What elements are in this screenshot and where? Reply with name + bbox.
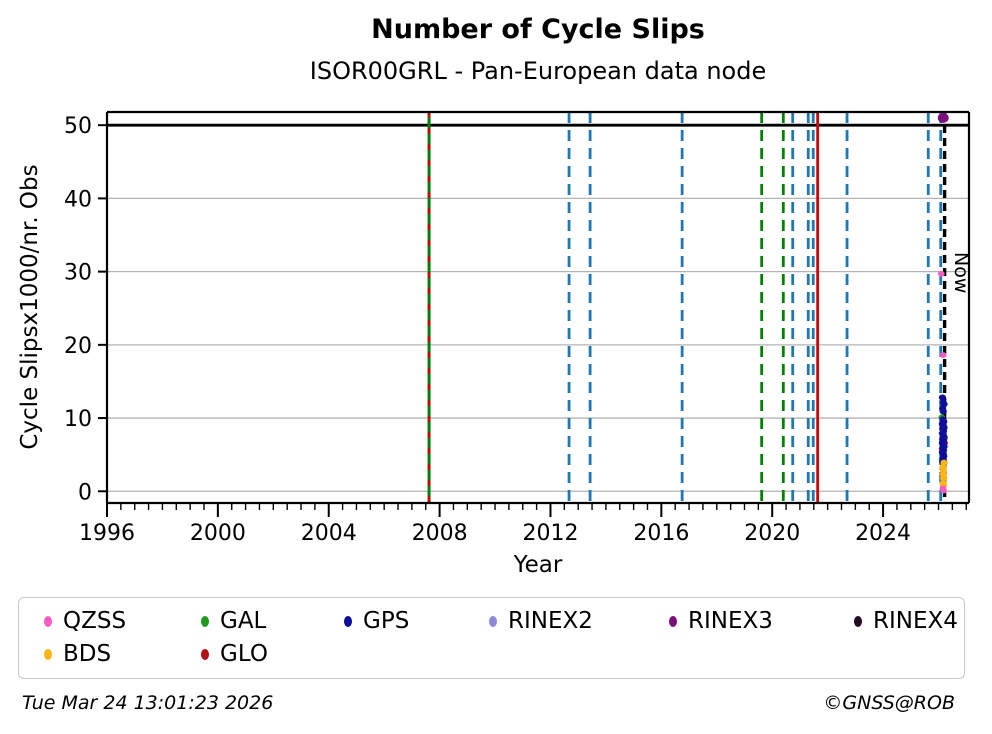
legend-swatch-icon [44,615,52,627]
copyright: ©GNSS@ROB [823,692,955,714]
legend-item-bds: BDS [44,641,201,667]
x-tick-label: 2020 [744,521,800,546]
legend-swatch-icon [201,615,209,627]
legend-label: GPS [363,607,410,634]
legend-swatch-icon [201,649,209,661]
y-tick-label: 10 [64,407,92,432]
legend-label: GAL [220,607,267,634]
data-point-qzss [940,487,947,494]
data-point-qzss [939,352,947,358]
legend-label: GLO [220,641,268,667]
legend-label: BDS [63,641,112,667]
x-tick-label: 2016 [633,521,689,546]
legend-label: RINEX2 [508,607,593,634]
data-point-rinex3 [937,112,949,123]
x-tick-label: 1996 [79,521,135,546]
page-title: Number of Cycle Slips [371,14,705,45]
legend-item-gal: GAL [201,607,344,634]
legend-item-glo: GLO [201,641,344,667]
x-tick-label: 2024 [855,521,911,546]
data-point-bds [940,475,948,482]
y-tick-label: 20 [64,334,92,359]
x-tick-label: 2000 [190,521,246,546]
legend-item-gps: GPS [344,607,489,634]
legend-item-rinex4: RINEX4 [854,607,964,634]
x-tick-label: 2012 [522,521,578,546]
now-annotation: Now [950,252,972,294]
data-point-gps [939,408,947,415]
legend-item-qzss: QZSS [44,607,201,634]
legend-swatch-icon [854,615,862,627]
y-tick-label: 50 [64,114,92,139]
legend-swatch-icon [44,649,52,661]
x-tick-label: 2008 [412,521,468,546]
data-point-qzss [937,270,945,277]
legend-label: QZSS [63,607,127,634]
plot-timestamp: Tue Mar 24 13:01:23 2026 [22,692,274,714]
legend-item-rinex3: RINEX3 [669,607,854,634]
y-axis-label: Cycle Slipsx1000/nr. Obs [17,164,43,450]
y-tick-label: 30 [64,261,92,286]
page-subtitle: ISOR00GRL - Pan-European data node [309,57,767,85]
legend-label: RINEX4 [873,607,958,634]
legend-swatch-icon [489,615,497,627]
legend: QZSS GAL GPS RINEX2 RINEX3 RINEX4 BDS GLO [18,597,965,679]
x-axis-label: Year [513,552,563,578]
y-tick-label: 40 [64,187,92,212]
legend-label: RINEX3 [688,607,773,634]
y-tick-label: 0 [78,480,92,505]
legend-swatch-icon [344,615,352,627]
x-tick-label: 2004 [301,521,357,546]
legend-swatch-icon [669,615,677,627]
data-point-gps [938,394,946,401]
legend-item-rinex2: RINEX2 [489,607,669,634]
